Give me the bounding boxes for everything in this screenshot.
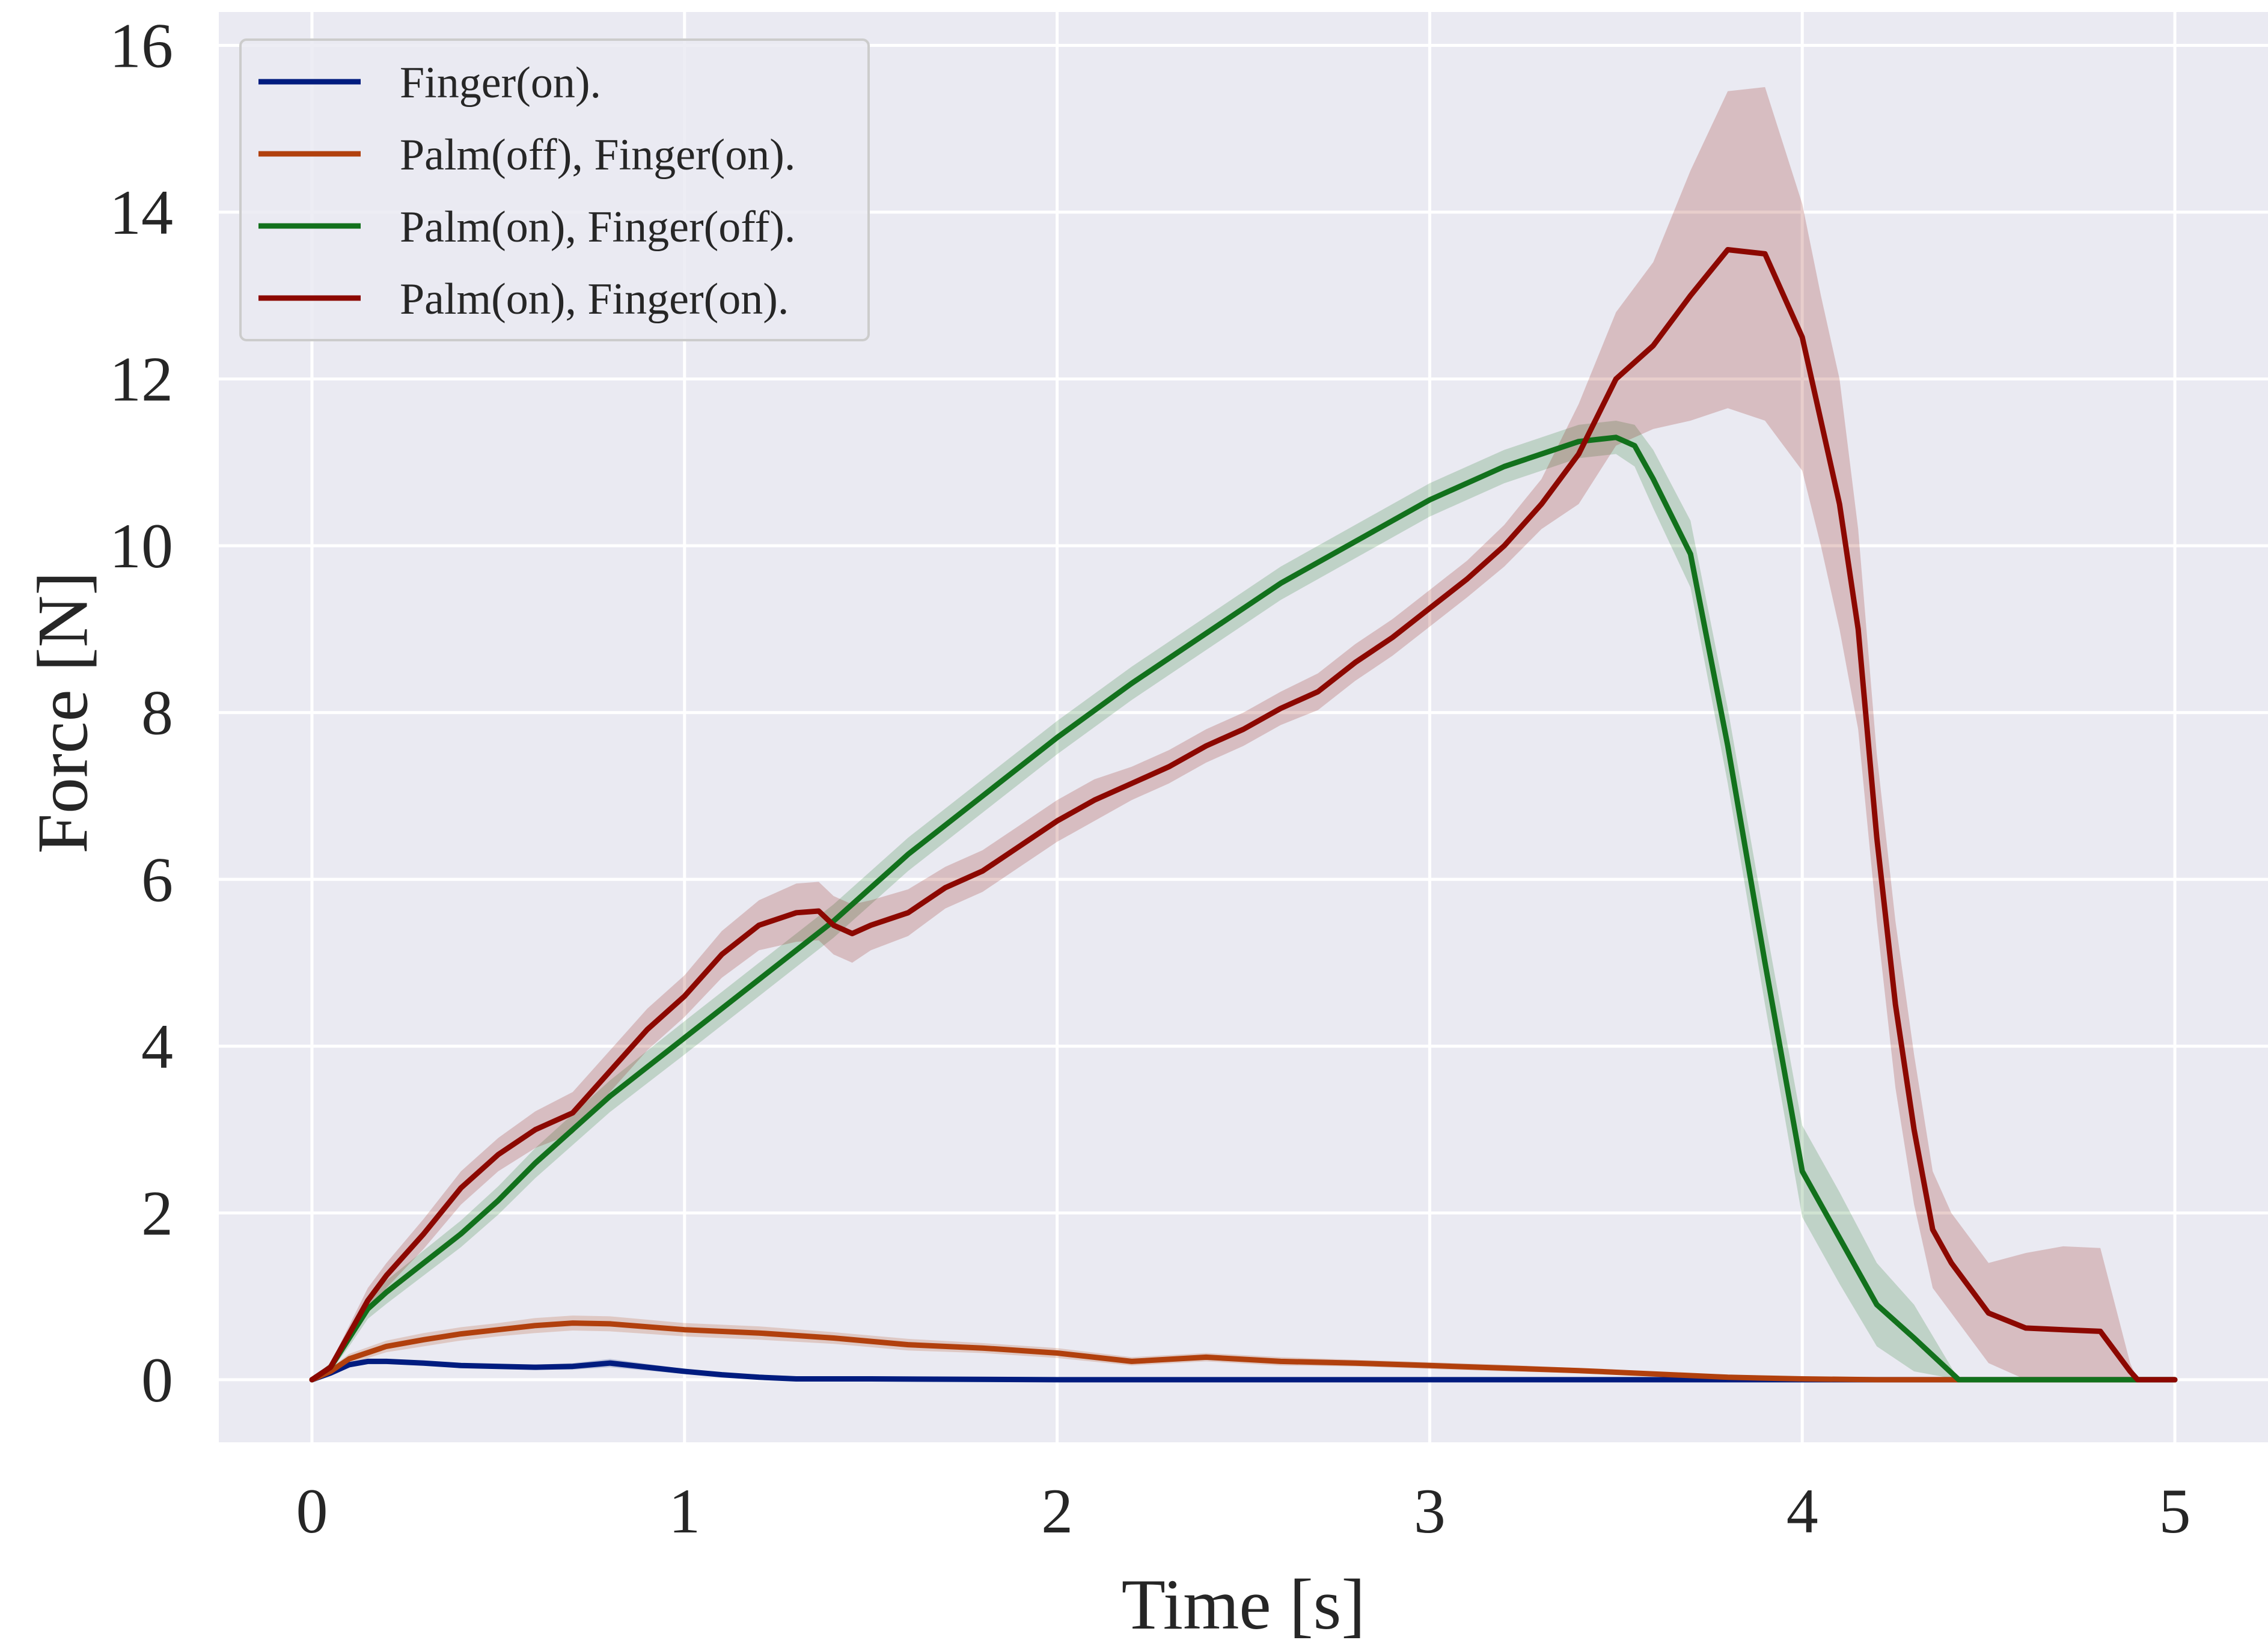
legend: Finger(on). Palm(off), Finger(on). Palm(on… (239, 38, 870, 341)
y-tick-label: 16 (109, 11, 173, 81)
y-tick-label: 4 (141, 1011, 173, 1082)
x-tick-label: 2 (1041, 1476, 1073, 1546)
series-line-3 (309, 247, 2178, 1383)
legend-label-0: Finger(on). (400, 58, 601, 108)
grid-lines (219, 12, 2268, 1442)
x-tick-labels: 0 1 2 3 4 5 (296, 1476, 2190, 1546)
y-axis-label: Force [N] (23, 572, 103, 854)
y-tick-label: 10 (109, 511, 173, 581)
y-tick-labels: 0 2 4 6 8 10 12 14 16 (109, 11, 173, 1415)
x-tick-label: 0 (296, 1476, 328, 1546)
x-tick-label: 5 (2159, 1476, 2191, 1546)
x-tick-label: 4 (1787, 1476, 1818, 1546)
x-tick-label: 3 (1414, 1476, 1446, 1546)
legend-label-3: Palm(on), Finger(on). (400, 275, 789, 324)
y-tick-label: 0 (141, 1345, 173, 1415)
legend-label-2: Palm(on), Finger(off). (400, 203, 795, 252)
series-band-3 (312, 87, 2175, 1380)
series-lines (309, 247, 2178, 1383)
series-line-1 (309, 1320, 2178, 1383)
legend-frame (239, 38, 870, 341)
x-tick-label: 1 (668, 1476, 700, 1546)
y-tick-label: 8 (141, 678, 173, 748)
series-line-2 (309, 434, 2178, 1383)
legend-label-1: Palm(off), Finger(on). (400, 130, 795, 180)
y-tick-label: 12 (109, 344, 173, 415)
x-axis-label: Time [s] (1122, 1564, 1366, 1643)
series-line-0 (309, 1358, 2178, 1383)
y-tick-label: 6 (141, 844, 173, 915)
y-tick-label: 2 (141, 1178, 173, 1248)
y-tick-label: 14 (109, 177, 173, 248)
